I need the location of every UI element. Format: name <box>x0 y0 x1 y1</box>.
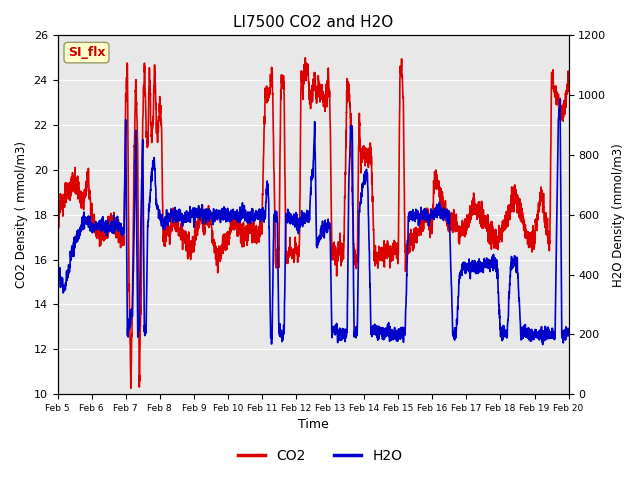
Title: LI7500 CO2 and H2O: LI7500 CO2 and H2O <box>233 15 393 30</box>
Y-axis label: CO2 Density ( mmol/m3): CO2 Density ( mmol/m3) <box>15 141 28 288</box>
Text: SI_flx: SI_flx <box>68 46 105 59</box>
Y-axis label: H2O Density (mmol/m3): H2O Density (mmol/m3) <box>612 143 625 287</box>
X-axis label: Time: Time <box>298 419 328 432</box>
Legend: CO2, H2O: CO2, H2O <box>232 443 408 468</box>
